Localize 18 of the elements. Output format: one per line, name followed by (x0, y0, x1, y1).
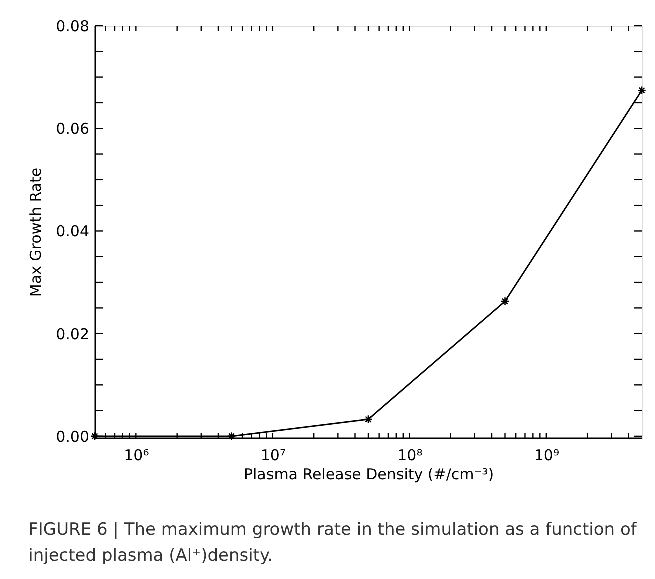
x-tick-label: 10⁹ (534, 446, 560, 464)
point (364, 415, 374, 424)
point (90, 432, 100, 441)
point (637, 86, 647, 96)
point (227, 432, 236, 441)
x-axis-title: Plasma Release Density (#/cm⁻³) (244, 466, 494, 484)
y-tick-label: 0.02 (56, 325, 90, 344)
text: injected plasma (Al⁺)density. (28, 546, 274, 566)
point (500, 297, 510, 306)
x-tick-label: 10⁶ (124, 446, 150, 464)
y-axis-title: Max Growth Rate (27, 168, 46, 298)
y-tick-label: 0.08 (56, 18, 90, 36)
caption: FIGURE 6 | The maximum growth rate in the simulation as a function of (28, 520, 638, 540)
text: 0.00 (56, 428, 90, 446)
x-tick-label: 10⁸ (398, 446, 423, 464)
y-tick-label: 0.04 (56, 222, 90, 241)
x-tick-label: 10⁷ (260, 446, 286, 464)
y-tick-label: 0.06 (56, 120, 90, 138)
